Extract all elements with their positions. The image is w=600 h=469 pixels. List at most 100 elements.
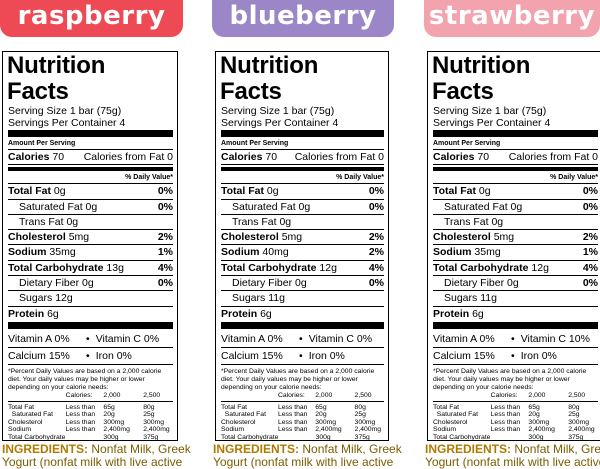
- nutrient-amount: 35mg: [474, 246, 501, 259]
- protein-amount: 6g: [47, 307, 59, 320]
- nutrient-label: Sugars: [444, 292, 478, 305]
- footnote-table-row: Sodium Less than 2,400mg 2,400mg: [433, 426, 598, 434]
- nutrient-label: Sodium: [433, 246, 472, 259]
- footnote-cell: 2,400mg: [315, 426, 342, 434]
- protein-label: Protein: [221, 307, 258, 320]
- footnote-cell: Saturated Fat: [433, 411, 478, 419]
- nutrient-row: Sodium 35mg 1%: [8, 245, 173, 261]
- serving-size: Serving Size 1 bar (75g): [8, 105, 122, 117]
- protein-label: Protein: [8, 307, 45, 320]
- footnote-cell: Less than: [277, 411, 308, 419]
- footnote-header-cell: Calories:: [277, 391, 305, 399]
- footnote-table-header: Calories: 2,000 2,500: [221, 392, 384, 402]
- footnote-cell: Less than: [277, 426, 308, 434]
- footnote-cell: Less than: [277, 418, 308, 426]
- footnote-cell: 375g: [143, 433, 159, 441]
- ingredients-line2: Yogurt (nonfat milk with live active: [2, 455, 183, 469]
- nutrient-daily-value: 0%: [157, 185, 173, 198]
- nutrient-name-group: Trans Fat 0g: [444, 215, 503, 229]
- vitamin-row: Vitamin A 0% • Vitamin C 0%: [8, 331, 173, 348]
- thick-divider: [433, 321, 598, 329]
- vitamin-c: Vitamin C 0%: [95, 332, 160, 345]
- bullet: •: [86, 349, 90, 362]
- nutrient-row: Cholesterol 5mg 2%: [221, 230, 384, 246]
- calories-group: Calories 70: [433, 150, 489, 164]
- footnote-cell: 375g: [568, 433, 584, 441]
- bullet: •: [299, 332, 303, 345]
- ingredients-line2: Yogurt (nonfat milk with live active: [213, 455, 394, 469]
- nutrient-label: Cholesterol: [433, 231, 491, 244]
- footnote-table-row: Total Fat Less than 65g 80g: [8, 404, 173, 412]
- footnote-table-row: Sodium Less than 2,400mg 2,400mg: [8, 426, 173, 434]
- nutrition-facts-label: Nutrition Facts Serving Size 1 bar (75g) S…: [2, 51, 178, 441]
- mineral-row: Calcium 15% • Iron 0%: [433, 348, 598, 365]
- nutrient-amount: 0g: [53, 185, 66, 198]
- footnote-cell: 2,400mg: [354, 426, 381, 434]
- nutrient-name-group: Sodium 35mg: [433, 245, 501, 259]
- footnote-cell: 2,400mg: [528, 426, 555, 434]
- footnote-cell: [491, 434, 529, 440]
- nutrient-row: Cholesterol 5mg 2%: [8, 230, 173, 246]
- footnote-cell: Sodium: [221, 426, 245, 434]
- footnote-cell: 20g: [103, 411, 115, 419]
- nutrient-label: Trans Fat: [444, 215, 489, 228]
- footnote-header-cell: [8, 392, 66, 400]
- nutrition-facts-title: Nutrition Facts: [432, 52, 531, 105]
- nutrient-amount: 0g: [82, 277, 94, 290]
- footnote-cell: Total Carbohydrate: [221, 433, 279, 441]
- nutrient-name-group: Sodium 35mg: [8, 245, 76, 259]
- nutrient-label: Saturated Fat: [232, 200, 296, 213]
- footnote-cell: [66, 434, 104, 440]
- nutrient-name-group: Sodium 40mg: [221, 245, 289, 259]
- nutrient-daily-value: 4%: [368, 261, 384, 274]
- nutrient-name-group: Total Fat 0g: [433, 184, 491, 198]
- nutrient-row: Saturated Fat 0g 0%: [433, 200, 598, 215]
- nutrient-daily-value: 4%: [582, 261, 598, 274]
- product-name-banner: blueberry: [212, 0, 394, 37]
- daily-value-footnote: *Percent Daily Values are based on a 2,0…: [8, 367, 162, 391]
- calories-row: Calories 70 Calories from Fat 0: [433, 150, 598, 166]
- daily-value-header: % Daily Value*: [8, 173, 173, 185]
- vitamin-a: Vitamin A 0%: [221, 332, 283, 345]
- nutrient-name-group: Total Carbohydrate 12g: [433, 261, 549, 275]
- servings-per-container: Servings Per Container 4: [221, 117, 339, 129]
- calories-label: Calories: [433, 151, 475, 163]
- footnote-cell: [278, 434, 315, 440]
- product-name-banner: strawberry: [424, 0, 600, 37]
- divider: [221, 149, 384, 150]
- footnote-cell: 2,400mg: [103, 426, 130, 434]
- nutrient-daily-value: 2%: [157, 231, 173, 244]
- nutrient-row: Trans Fat 0g: [8, 215, 173, 231]
- footnote-cell: Total Fat: [221, 403, 248, 411]
- bullet: •: [86, 332, 90, 345]
- daily-value-header: % Daily Value*: [221, 173, 384, 185]
- nutrient-daily-value: 1%: [157, 246, 173, 259]
- footnote-cell: 2,400mg: [143, 426, 170, 434]
- nutrient-amount: 0g: [491, 215, 504, 228]
- nutrient-row: Dietary Fiber 0g 0%: [8, 276, 173, 292]
- nutrient-daily-value: 0%: [368, 185, 384, 198]
- calories-row: Calories 70 Calories from Fat 0: [8, 150, 173, 166]
- footnote-cell: Saturated Fat: [221, 411, 266, 419]
- nutrient-label: Total Carbohydrate: [433, 261, 529, 274]
- thick-divider: [8, 130, 173, 137]
- serving-size: Serving Size 1 bar (75g): [221, 105, 335, 117]
- footnote-cell: Total Carbohydrate: [8, 433, 66, 441]
- nutrient-name-group: Cholesterol 5mg: [221, 230, 302, 244]
- footnote-cell: 25g: [354, 411, 366, 419]
- nutrient-label: Sodium: [221, 246, 260, 259]
- nutrient-row: Total Carbohydrate 12g 4%: [221, 261, 384, 277]
- footnote-cell: 375g: [354, 433, 370, 441]
- ingredients-label: INGREDIENTS:: [213, 442, 300, 456]
- nutrient-name-group: Total Carbohydrate 12g: [221, 261, 337, 275]
- footnote-cell: Less than: [277, 403, 308, 411]
- nutrition-facts-title: Nutrition Facts: [220, 52, 319, 105]
- protein-group: Protein 6g: [433, 307, 484, 321]
- nutrient-label: Sugars: [232, 292, 266, 305]
- calories-from-fat: Calories from Fat 0: [83, 151, 173, 163]
- footnote-header-cell: 2,500: [354, 391, 372, 399]
- nutrient-amount: 11g: [268, 292, 285, 305]
- footnote-cell: 20g: [315, 411, 327, 419]
- bullet: •: [299, 349, 303, 362]
- protein-row: Protein 6g: [8, 307, 173, 321]
